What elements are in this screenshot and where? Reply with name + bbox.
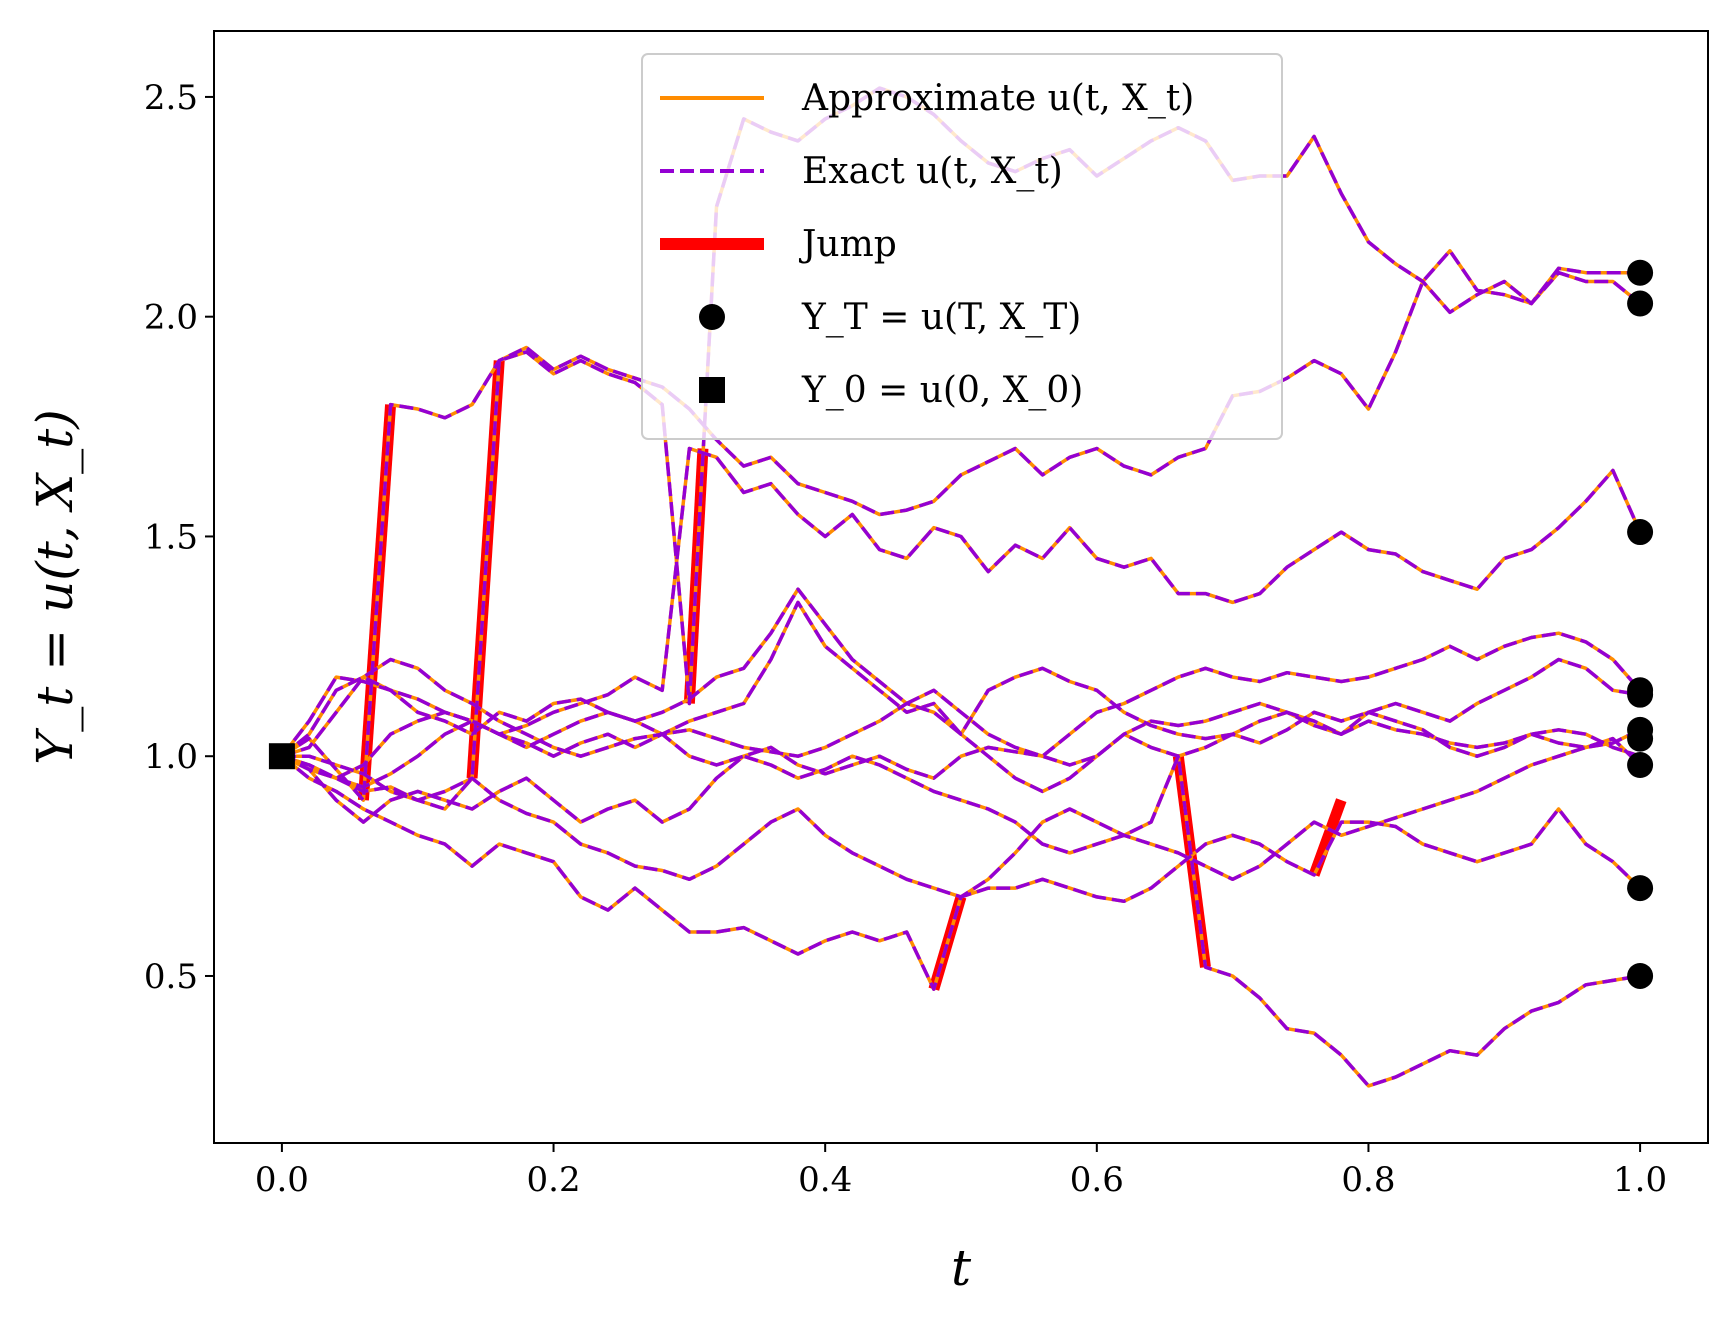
- y-tick-label: 2.5: [144, 78, 198, 118]
- x-tick-label: 0.4: [798, 1160, 852, 1200]
- x-tick-label: 0.2: [527, 1160, 581, 1200]
- plot-frame: [213, 30, 1709, 1144]
- terminal-marker-2: [1627, 259, 1654, 286]
- exact-line-3: [280, 446, 1642, 758]
- approx-line-7: [281, 701, 1641, 789]
- y-tick-label: 1.0: [144, 737, 198, 777]
- x-axis: 0.0 0.2 0.4 0.6 0.8 1.0: [255, 1143, 1667, 1200]
- approx-line-10: [281, 736, 1642, 899]
- legend-label-approx: Approximate u(t, X_t): [801, 78, 1194, 119]
- x-tick-label: 0.0: [255, 1160, 309, 1200]
- approx-line-6: [281, 657, 1641, 758]
- terminal-marker-5: [1627, 681, 1654, 708]
- y-tick-label: 2.0: [144, 298, 198, 338]
- x-axis-title: t: [951, 1239, 972, 1297]
- terminal-marker-10: [1627, 752, 1654, 779]
- y-tick-label: 0.5: [144, 957, 198, 997]
- y-axis: 0.5 1.0 1.5 2.0 2.5: [144, 78, 214, 997]
- x-tick-label: 0.8: [1341, 1160, 1395, 1200]
- y-axis-title: Y_t = u(t, X_t): [26, 409, 84, 765]
- x-tick-label: 0.6: [1070, 1160, 1124, 1200]
- legend-box: [641, 53, 1283, 440]
- exact-line-6: [281, 657, 1641, 758]
- terminal-marker-9: [1627, 875, 1654, 902]
- legend-label-exact: Exact u(t, X_t): [802, 151, 1063, 192]
- legend-terminal-swatch: [699, 304, 725, 330]
- initial-marker: [268, 743, 295, 770]
- legend-label-initial: Y_0 = u(0, X_0): [801, 370, 1083, 411]
- y-tick-label: 1.5: [144, 517, 198, 557]
- legend-label-terminal: Y_T = u(T, X_T): [801, 297, 1081, 338]
- exact-line-8: [281, 754, 1641, 1088]
- terminal-marker-1: [1627, 290, 1654, 317]
- exact-line-10: [281, 736, 1642, 899]
- terminal-marker-3: [1627, 519, 1654, 546]
- terminal-marker-7: [1627, 725, 1654, 752]
- series-layer: [268, 86, 1654, 1088]
- legend: Approximate u(t, X_t) Exact u(t, X_t) Jump…: [641, 53, 1283, 440]
- legend-label-jump: Jump: [798, 224, 897, 265]
- exact-line-4: [280, 587, 1642, 758]
- exact-line-1: [280, 249, 1642, 802]
- terminal-marker-8: [1627, 962, 1654, 989]
- legend-initial-swatch: [699, 377, 725, 403]
- x-tick-label: 1.0: [1613, 1160, 1667, 1200]
